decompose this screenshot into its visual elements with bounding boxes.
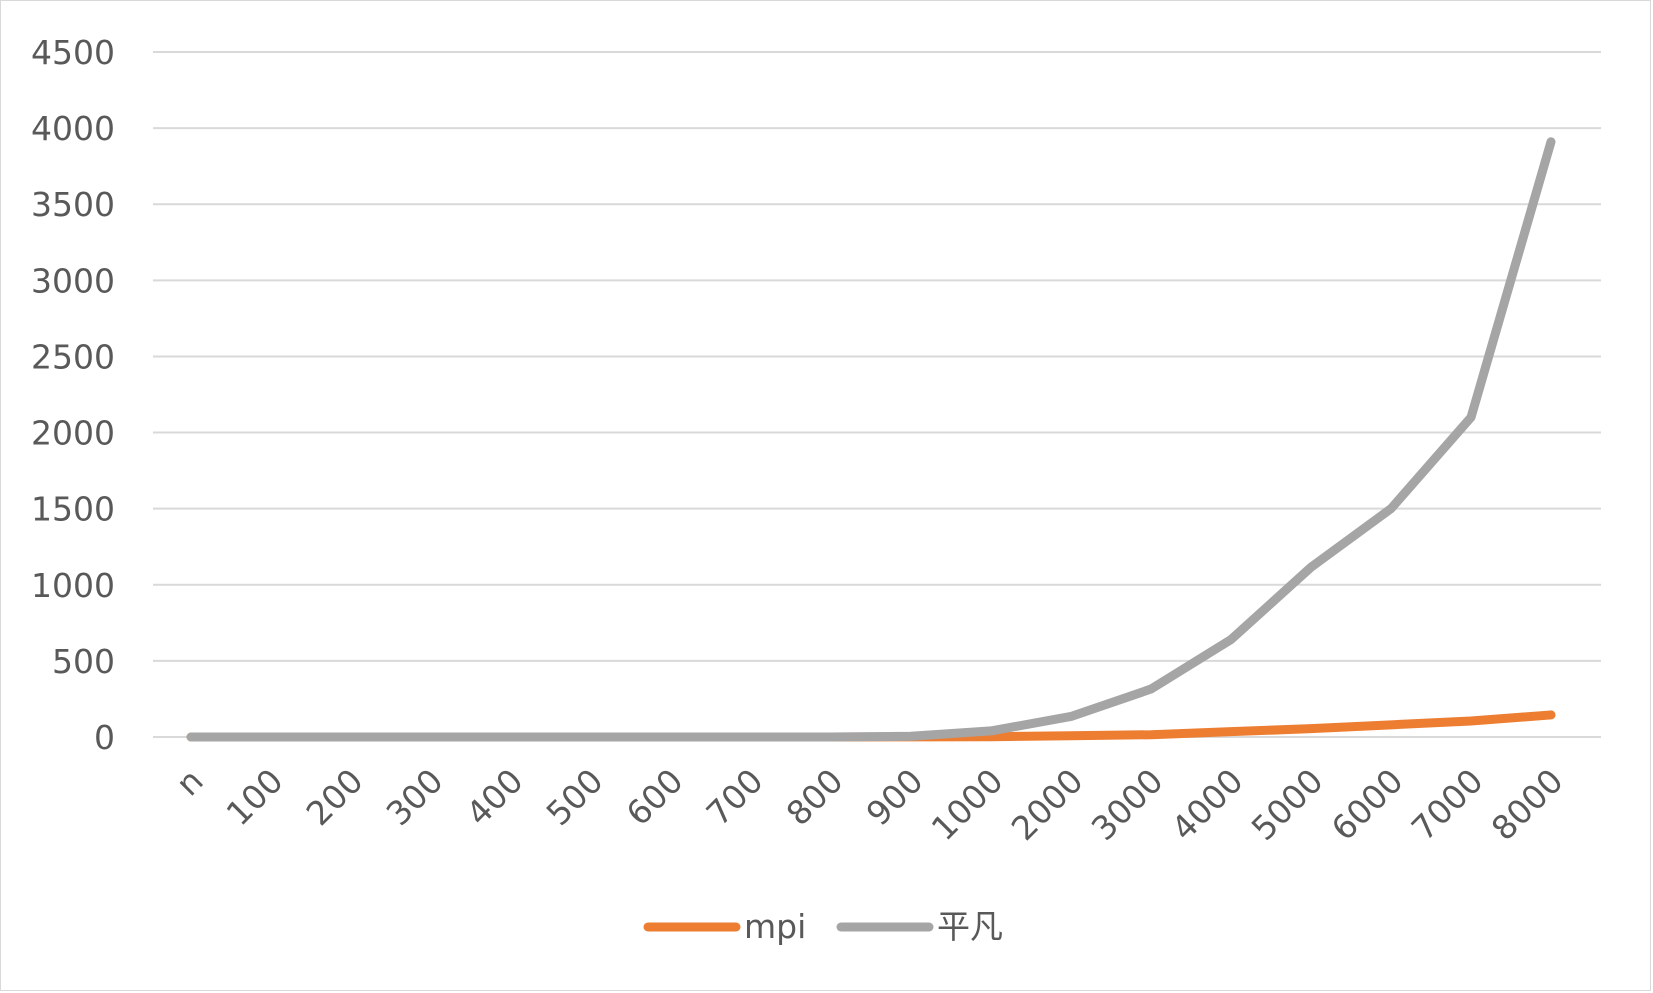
x-tick-label: 2000 [1004,761,1091,848]
x-tick-label: 900 [859,761,931,833]
x-tick-label: 200 [299,761,371,833]
y-tick-label: 2500 [31,337,115,376]
y-tick-label: 3000 [31,261,115,300]
y-tick-label: 1000 [31,566,115,605]
y-tick-label: 0 [94,718,115,757]
x-axis-ticks: n 100 200 300 400 500 600 700 800 900100020003000… [168,761,1570,848]
y-axis-ticks: 0 500 1000 1500 2000 2500 3000 3500 4000 4500 [31,33,115,757]
x-tick-label: 3000 [1084,761,1171,848]
x-tick-label: 500 [539,761,611,833]
y-tick-label: 500 [52,642,115,681]
x-tick-label: 6000 [1324,761,1411,848]
x-tick-label: 1000 [924,761,1011,848]
x-tick-label: 300 [379,761,451,833]
legend-label: mpi [744,907,806,946]
legend: mpi 平凡 [643,907,1003,946]
x-tick-label: n [168,761,210,803]
x-tick-label: 5000 [1244,761,1331,848]
x-tick-label: 600 [619,761,691,833]
x-tick-label: 400 [459,761,531,833]
series-line [186,137,1556,742]
y-tick-label: 4000 [31,109,115,148]
x-tick-label: 8000 [1484,761,1571,848]
series-lines [186,137,1556,742]
x-tick-label: 800 [779,761,851,833]
x-tick-label: 700 [699,761,771,833]
y-tick-label: 2000 [31,414,115,453]
gridlines [153,51,1601,738]
legend-label: 平凡 [937,907,1003,946]
x-tick-label: 4000 [1164,761,1251,848]
x-tick-label: 100 [219,761,291,833]
x-tick-label: 7000 [1404,761,1491,848]
y-tick-label: 3500 [31,185,115,224]
y-tick-label: 1500 [31,490,115,529]
y-tick-label: 4500 [31,33,115,72]
